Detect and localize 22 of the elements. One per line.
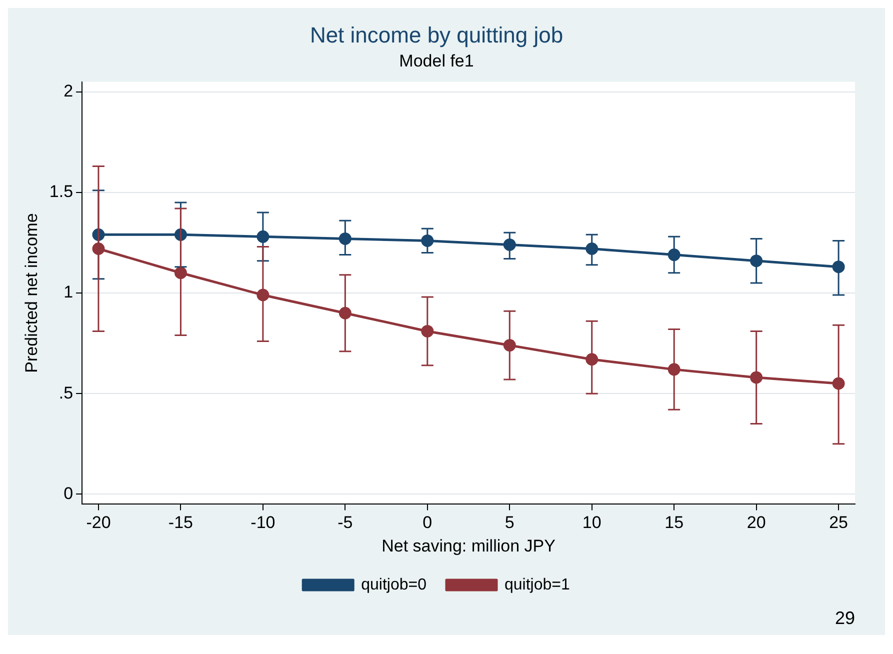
y-tick-label: 1.5	[49, 182, 74, 202]
x-tick-label: -10	[250, 513, 276, 532]
text: 29	[834, 608, 856, 630]
x-tick-label: 5	[504, 513, 514, 532]
x-tick-label: 15	[664, 513, 684, 532]
y-tick-label: 0	[64, 484, 74, 503]
x-tick-label: -15	[168, 513, 193, 532]
x-tick-label: -20	[86, 513, 111, 532]
chart-subtitle: Model fe1	[399, 51, 474, 70]
chart-title: Net income by quitting job	[310, 22, 564, 48]
x-tick-label: 20	[746, 513, 766, 532]
legend-label: quitjob=1	[504, 576, 570, 594]
x-tick-label: 25	[829, 513, 848, 532]
y-tick-label: .5	[58, 383, 74, 402]
legend-label: quitjob=0	[361, 576, 427, 594]
x-axis-title: Net saving: million JPY	[382, 536, 556, 556]
x-tick-label: 10	[582, 513, 602, 532]
y-axis-title: Predicted net income	[22, 213, 41, 373]
y-tick-label: 1	[64, 282, 74, 302]
x-tick-label: 0	[422, 513, 432, 532]
y-tick-label: 2	[64, 82, 74, 101]
x-tick-label: -5	[338, 513, 353, 532]
